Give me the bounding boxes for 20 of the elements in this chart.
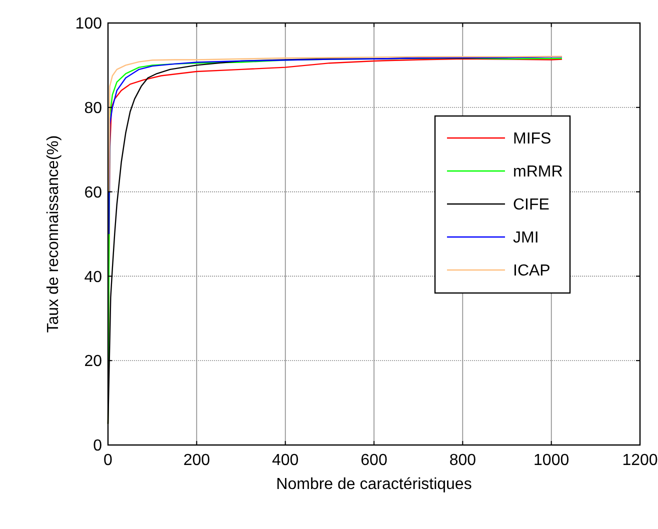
- y-tick-label: 20: [84, 353, 102, 370]
- x-tick-label: 800: [449, 452, 476, 469]
- x-axis-title: Nombre de caractéristiques: [276, 476, 472, 493]
- legend-label: JMI: [513, 230, 539, 247]
- legend-label: mRMR: [513, 164, 563, 181]
- x-tick-label: 1000: [534, 452, 570, 469]
- x-tick-label: 1200: [622, 452, 658, 469]
- y-tick-label: 100: [75, 16, 102, 33]
- y-tick-label: 40: [84, 268, 102, 286]
- y-tick-label: 0: [93, 438, 102, 455]
- legend-label: CIFE: [513, 196, 550, 214]
- legend-label: ICAP: [513, 262, 550, 280]
- x-tick-label: 400: [272, 452, 299, 469]
- y-axis-title: Taux de reconnaissance(%): [45, 135, 62, 333]
- y-tick-label: 60: [84, 184, 102, 202]
- x-tick-label: 200: [183, 452, 210, 469]
- y-tick-label: 80: [84, 100, 102, 117]
- legend-label: MIFS: [513, 130, 552, 148]
- x-tick-label: 0: [104, 452, 113, 469]
- x-tick-label: 600: [360, 452, 388, 469]
